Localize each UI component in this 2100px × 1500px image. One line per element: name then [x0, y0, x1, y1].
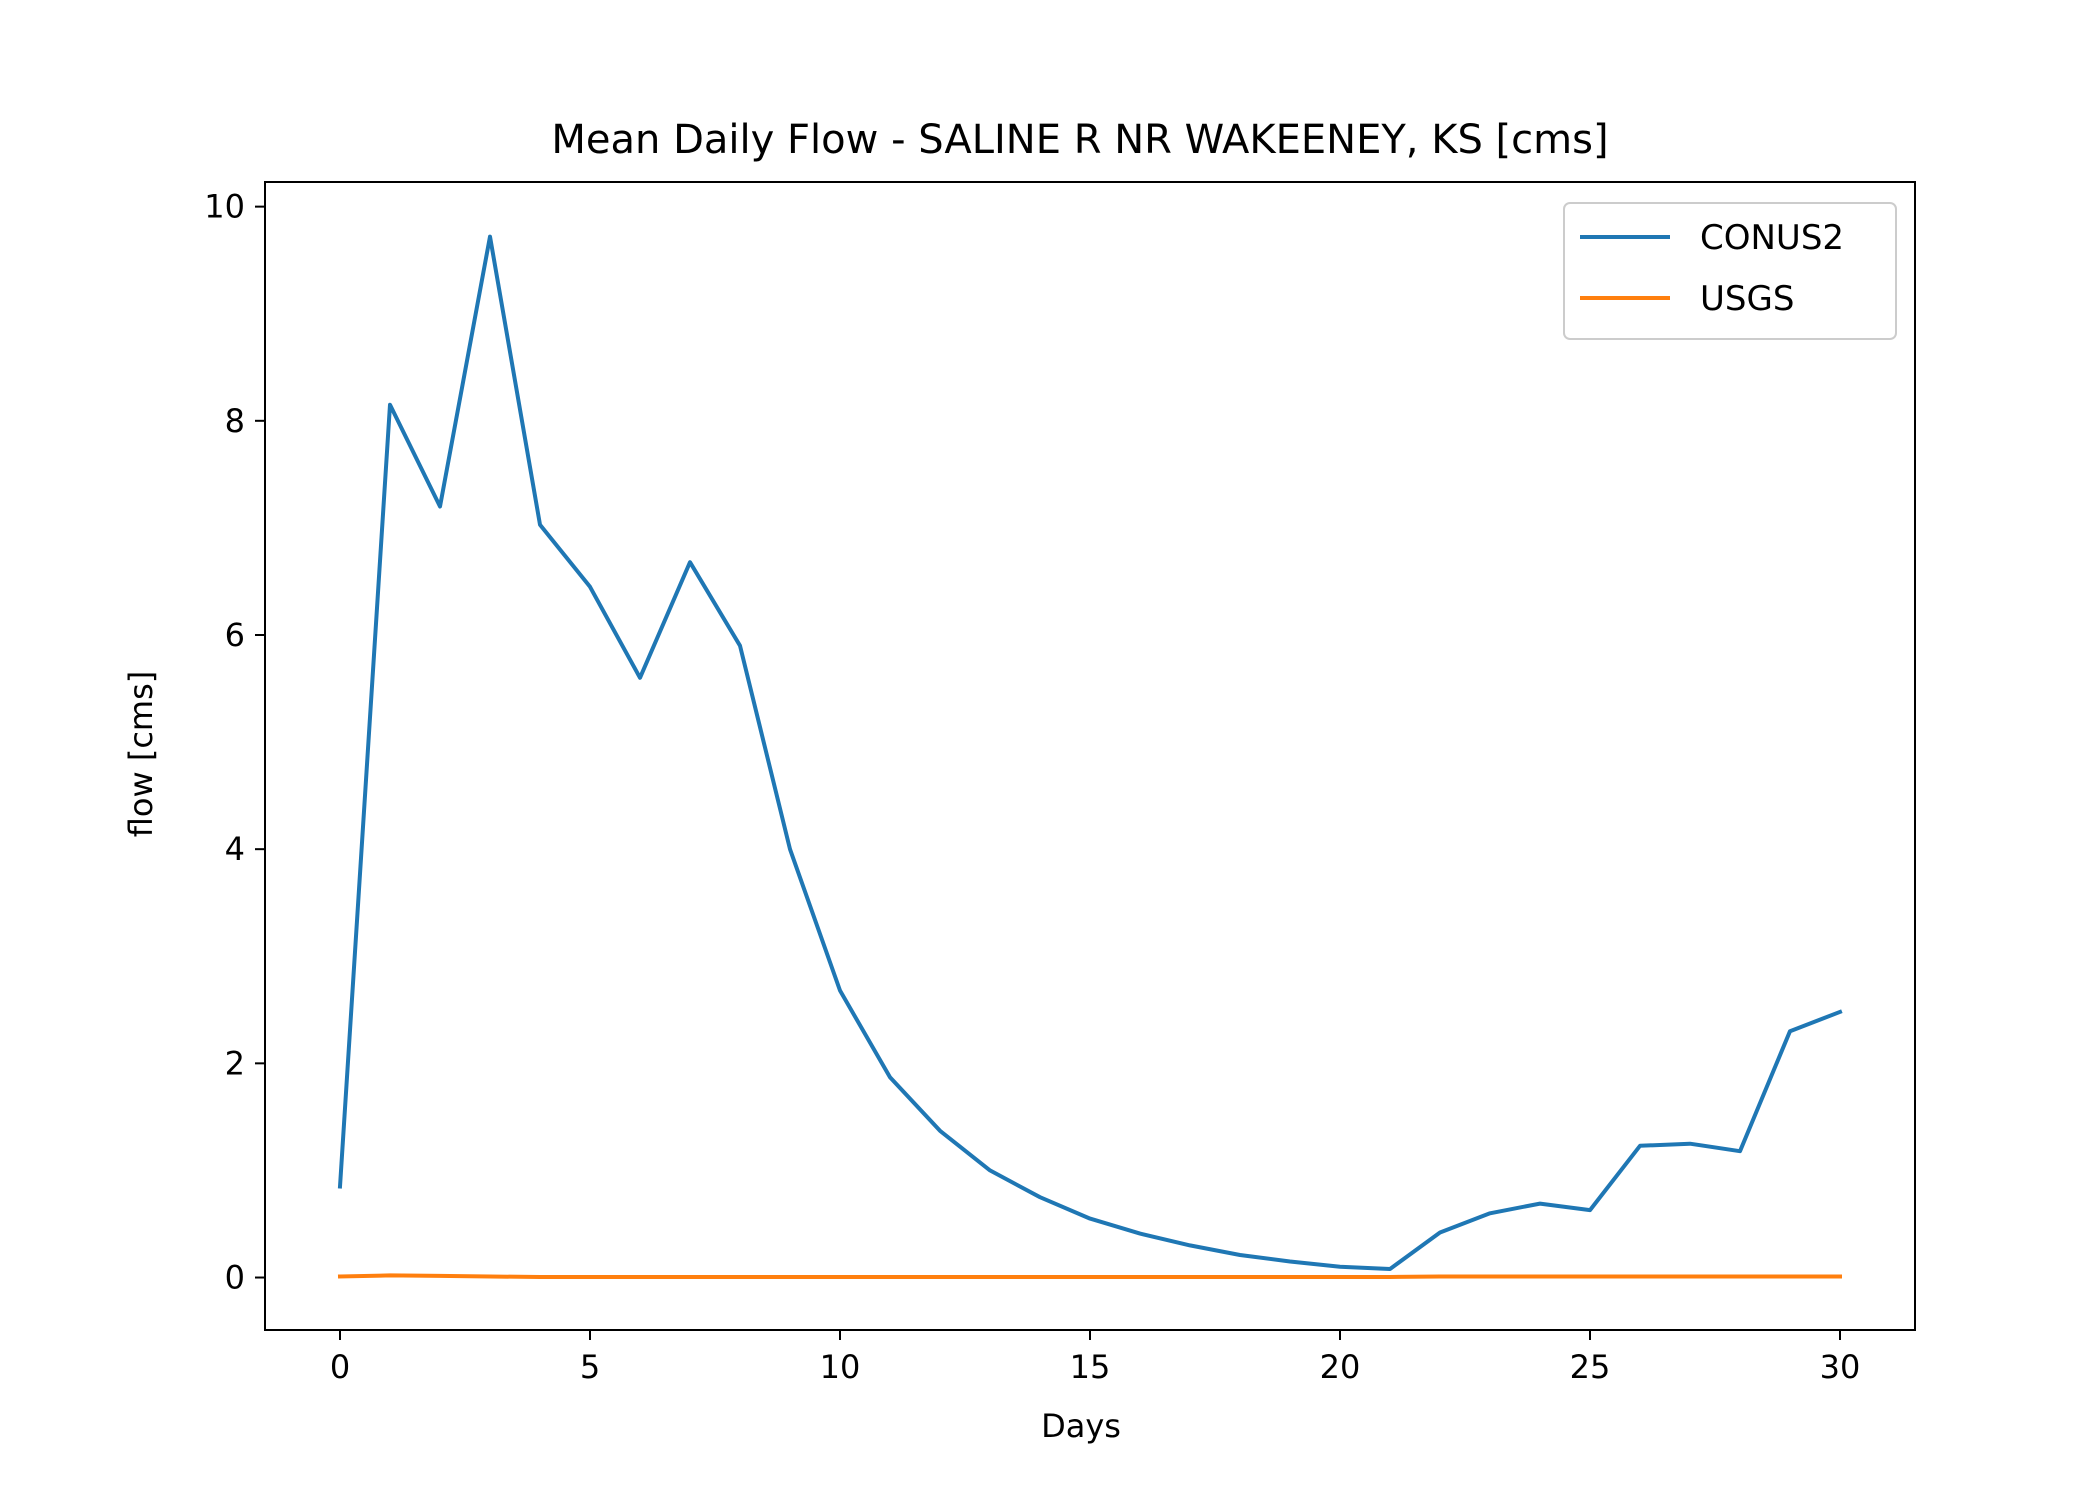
y-axis-label: flow [cms]: [122, 671, 160, 837]
legend-label: CONUS2: [1700, 218, 1844, 258]
legend: CONUS2 USGS: [1563, 202, 1897, 340]
series-lines: [337, 234, 1843, 1279]
x-tick-label: 30: [1820, 1348, 1861, 1386]
series-line-conus2: [337, 234, 1843, 1271]
y-tick-label: 4: [225, 830, 245, 868]
series-line-usgs: [337, 1273, 1842, 1279]
y-tick-label: 10: [204, 188, 245, 226]
chart-title: Mean Daily Flow - SALINE R NR WAKEENEY, …: [551, 117, 1608, 163]
x-axis-ticks: 0 5 10 15 20 25 30: [330, 1330, 1861, 1386]
y-axis-ticks: 0 2 4 6 8 10: [204, 188, 265, 1297]
x-tick-label: 0: [330, 1348, 350, 1386]
x-tick-label: 5: [580, 1348, 600, 1386]
x-axis-label: Days: [1041, 1407, 1121, 1445]
y-tick-label: 0: [225, 1259, 245, 1297]
y-tick-label: 8: [225, 402, 245, 440]
y-tick-label: 6: [225, 616, 245, 654]
x-tick-label: 20: [1320, 1348, 1361, 1386]
plot-area-frame: [264, 181, 1916, 1331]
x-tick-label: 10: [820, 1348, 861, 1386]
legend-label: USGS: [1700, 279, 1794, 319]
y-tick-label: 2: [225, 1044, 245, 1082]
x-tick-label: 25: [1570, 1348, 1611, 1386]
x-tick-label: 15: [1070, 1348, 1111, 1386]
